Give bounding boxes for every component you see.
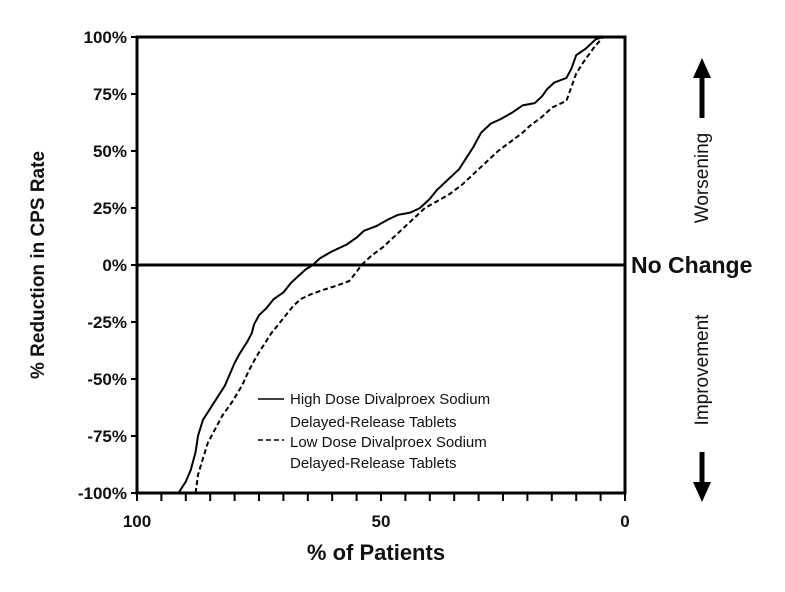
- up-arrow-icon: [693, 58, 711, 78]
- down-arrow-icon: [693, 482, 711, 502]
- x-tick-label: 0: [620, 512, 629, 531]
- y-tick-label: 100%: [84, 28, 127, 47]
- y-tick-label: 75%: [93, 85, 127, 104]
- y-axis-title: % Reduction in CPS Rate: [28, 151, 49, 379]
- legend-label-high-dose-line2: Delayed-Release Tablets: [290, 414, 457, 431]
- worsening-label: Worsening: [692, 133, 713, 223]
- series-layer: [177, 36, 604, 494]
- series-line-low-dose: [194, 36, 604, 494]
- worsening-annotation: Worsening: [692, 58, 713, 223]
- x-tick-label: 50: [372, 512, 391, 531]
- series-line-high-dose: [177, 36, 604, 494]
- y-tick-label: 50%: [93, 142, 127, 161]
- legend: High Dose Divalproex Sodium Delayed-Rele…: [258, 391, 490, 472]
- y-tick-label: 0%: [102, 256, 127, 275]
- no-change-label: No Change: [631, 252, 752, 278]
- y-tick-label: 25%: [93, 199, 127, 218]
- y-tick-label: -25%: [87, 313, 127, 332]
- legend-label-low-dose-line2: Delayed-Release Tablets: [290, 455, 457, 472]
- y-tick-label: -75%: [87, 427, 127, 446]
- legend-label-low-dose-line1: Low Dose Divalproex Sodium: [290, 434, 487, 451]
- y-tick-label: -50%: [87, 370, 127, 389]
- tick-layer: 100% 75% 50% 25% 0% -25% -50% -75% -100% 100 50 0: [78, 28, 630, 531]
- x-tick-label: 100: [123, 512, 151, 531]
- y-tick-label: -100%: [78, 484, 127, 503]
- x-axis-title: % of Patients: [307, 540, 445, 565]
- legend-label-high-dose-line1: High Dose Divalproex Sodium: [290, 391, 490, 408]
- improvement-annotation: Improvement: [692, 314, 713, 502]
- improvement-label: Improvement: [692, 314, 713, 426]
